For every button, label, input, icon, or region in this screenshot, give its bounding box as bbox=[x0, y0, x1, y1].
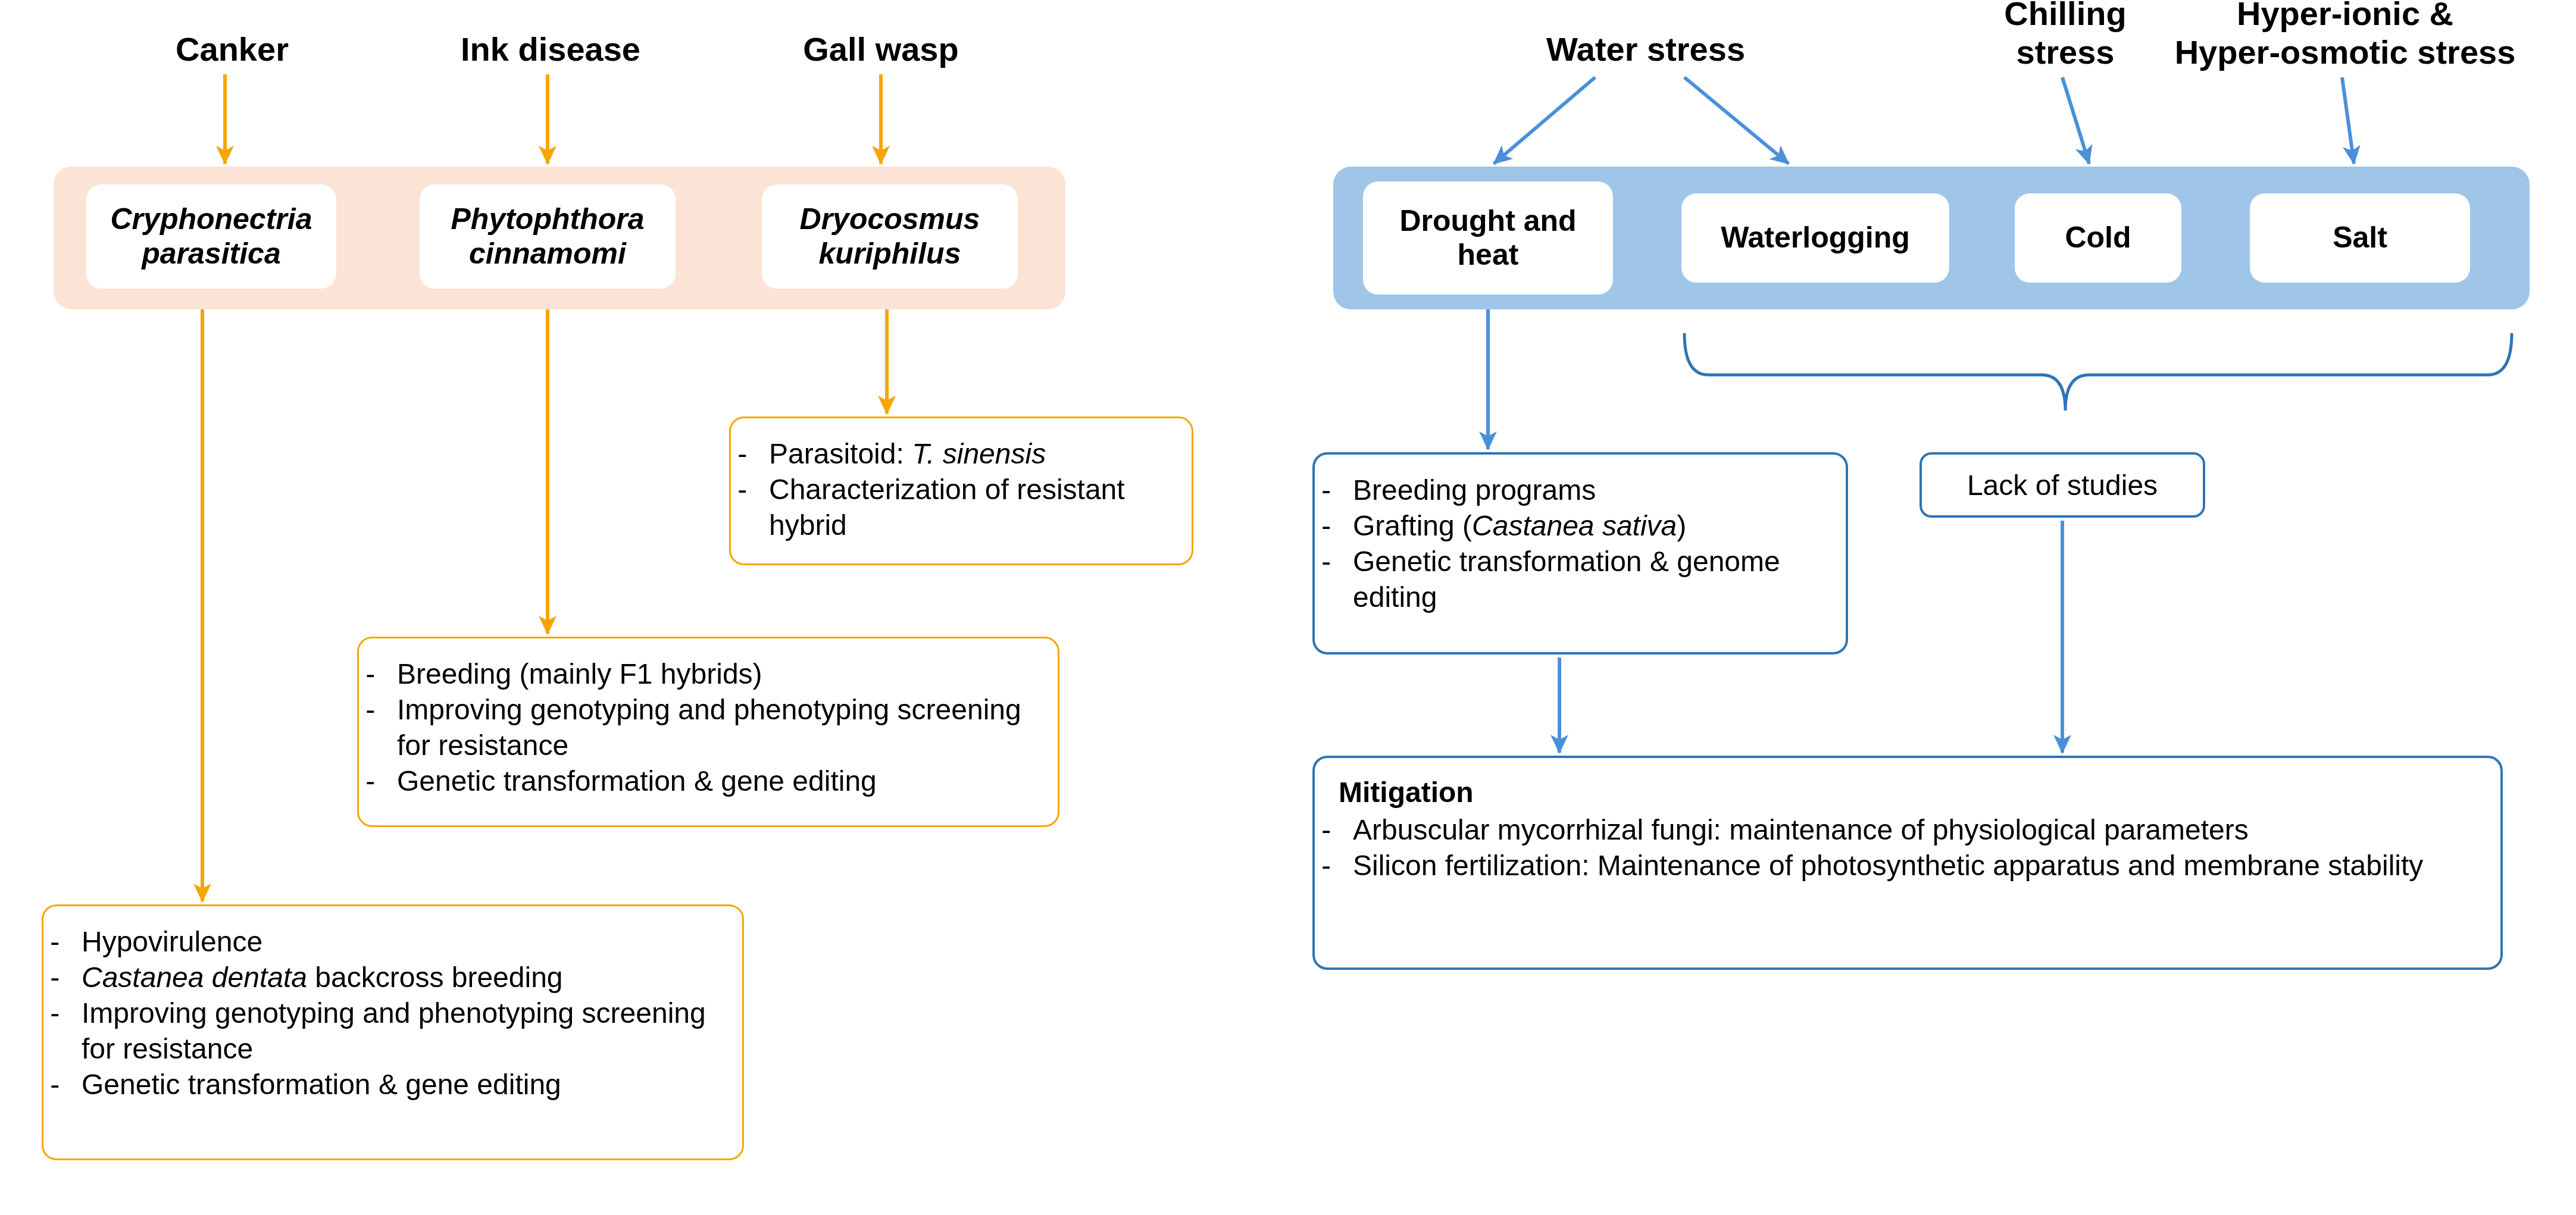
svg-line-7 bbox=[1684, 77, 1789, 164]
svg-line-6 bbox=[1494, 77, 1595, 164]
svg-line-8 bbox=[2062, 77, 2089, 164]
svg-line-9 bbox=[2342, 77, 2354, 164]
